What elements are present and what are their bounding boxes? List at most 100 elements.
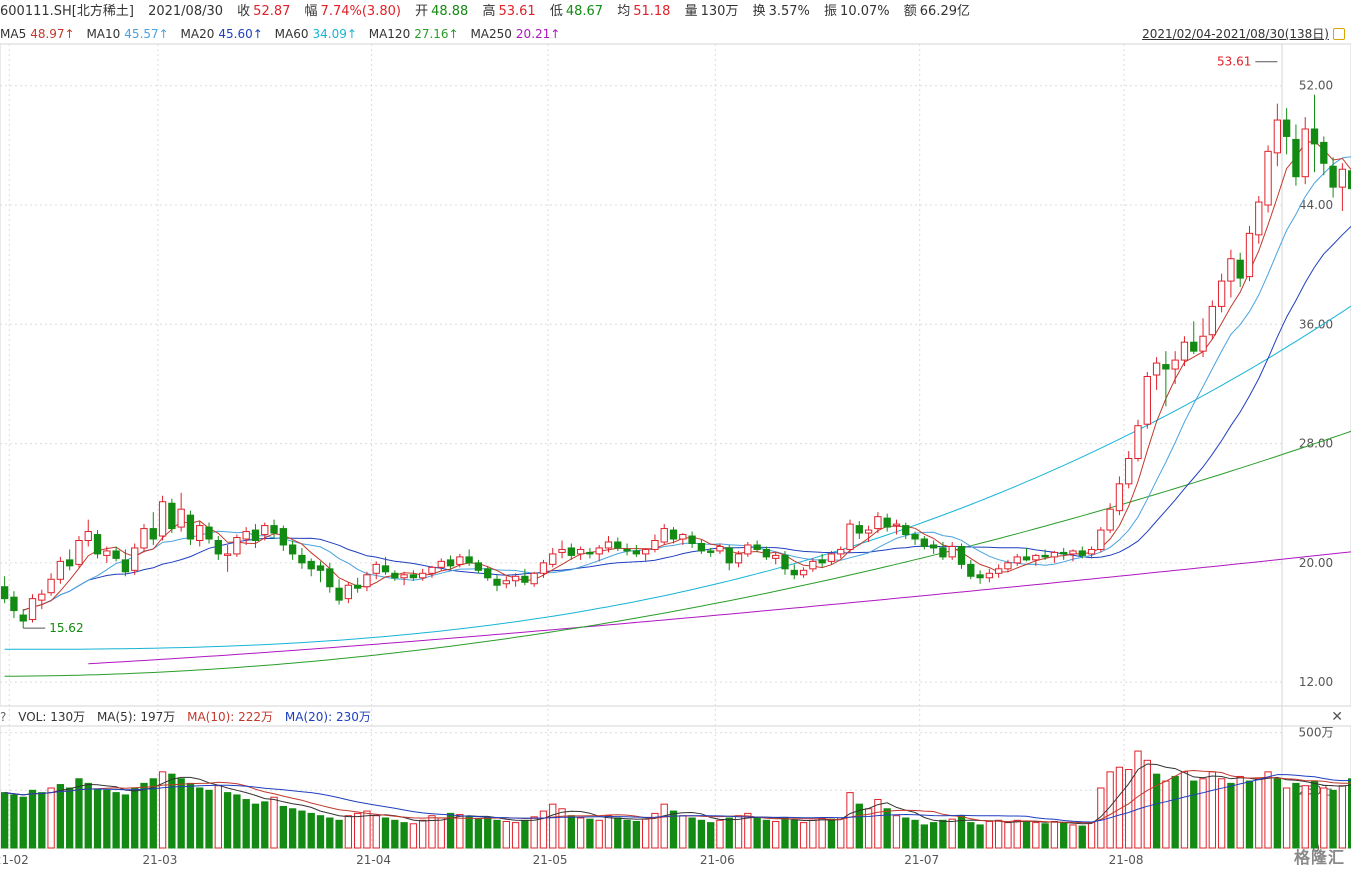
candle-body xyxy=(270,525,278,534)
volume-bar xyxy=(744,812,752,849)
help-icon[interactable]: ? xyxy=(0,710,7,724)
price-pane-frame xyxy=(0,43,1351,707)
candle-body xyxy=(1171,359,1179,370)
candle-body xyxy=(196,525,204,541)
candle-body xyxy=(1125,457,1133,485)
candle-body xyxy=(1060,551,1068,555)
volume-bar xyxy=(381,817,390,849)
close-price: 收 52.87 xyxy=(237,4,291,19)
candle-body xyxy=(902,525,910,536)
candle-body xyxy=(28,598,37,621)
volume-bar xyxy=(864,808,873,849)
lock-icon[interactable] xyxy=(1333,28,1345,40)
candle-body xyxy=(409,574,418,579)
ma60-line xyxy=(4,305,1351,650)
volume-bar xyxy=(651,812,659,849)
candle-body xyxy=(1152,362,1161,376)
candle-body xyxy=(1069,550,1077,555)
ma5-legend: MA5 48.97↑ xyxy=(0,27,75,41)
volume-bar xyxy=(261,801,269,849)
volume-bar xyxy=(604,815,613,849)
candle-body xyxy=(669,529,678,540)
volume-bar xyxy=(1115,766,1124,849)
candle-body xyxy=(855,525,863,534)
volume-bar xyxy=(233,794,241,849)
candle-body xyxy=(892,523,901,527)
volume-bar xyxy=(456,814,464,849)
volume-bar xyxy=(1227,782,1235,849)
volume-bar xyxy=(1022,820,1031,849)
candle-body xyxy=(725,547,733,564)
candle-body xyxy=(177,508,185,528)
close-icon[interactable]: ✕ xyxy=(1331,709,1343,725)
volume-bar xyxy=(326,817,334,849)
candle-body xyxy=(809,560,817,570)
x-tick-label: 21-02 xyxy=(0,853,29,867)
candle-body xyxy=(205,526,213,540)
volume-bar xyxy=(929,822,938,849)
volume-bar xyxy=(920,824,928,849)
volume-bar xyxy=(131,787,139,849)
candle-body xyxy=(1329,165,1337,188)
volume-bar xyxy=(707,822,715,849)
candle-body xyxy=(660,528,668,543)
candle-body xyxy=(1255,201,1263,236)
volume-bar xyxy=(1106,771,1114,849)
volume-bar xyxy=(1255,778,1263,849)
x-tick-label: 21-07 xyxy=(904,853,939,867)
date-range-selector[interactable]: 2021/02/04-2021/08/30(138日) xyxy=(1142,27,1329,41)
candle-body xyxy=(391,572,399,579)
candle-body xyxy=(614,541,622,549)
candle-body xyxy=(1236,259,1244,279)
candle-body xyxy=(261,525,269,536)
candle-body xyxy=(279,528,287,546)
volume-bar xyxy=(586,818,594,849)
candle-body xyxy=(911,534,919,540)
candle-body xyxy=(103,550,111,556)
volume-bar xyxy=(316,815,325,849)
candle-body xyxy=(1078,550,1086,556)
candle-body xyxy=(1245,232,1254,278)
candle-body xyxy=(381,565,390,573)
volume-bar xyxy=(288,808,297,849)
volume-bar xyxy=(214,785,222,849)
volume-bar xyxy=(363,810,371,849)
candle-body xyxy=(985,572,994,579)
volume-bar xyxy=(409,823,418,849)
candle-body xyxy=(846,523,854,550)
volume-legend: ? VOL: 130万 MA(5): 197万 MA(10): 222万 MA(… xyxy=(0,708,1351,726)
candle-body xyxy=(1106,508,1114,531)
turnover: 换 3.57% xyxy=(752,4,810,19)
candle-body xyxy=(1032,554,1040,561)
candle-body xyxy=(920,538,928,547)
candle-body xyxy=(419,572,427,579)
candle-body xyxy=(1190,341,1198,352)
ma10-legend: MA10 45.57↑ xyxy=(86,27,169,41)
volume-bar xyxy=(1310,780,1319,849)
candle-body xyxy=(772,554,780,559)
candle-body xyxy=(874,516,882,530)
volume-pane-frame xyxy=(0,725,1351,849)
volume-bar xyxy=(1180,771,1189,849)
ma120-legend: MA120 27.16↑ xyxy=(368,27,459,41)
candle-body xyxy=(521,575,529,583)
candle-body xyxy=(1264,150,1272,206)
volume-bar xyxy=(419,819,427,849)
candle-body xyxy=(93,534,102,555)
candle-body xyxy=(707,550,715,553)
volume-bar xyxy=(400,822,408,849)
volume-bar xyxy=(186,782,195,849)
volume-bar xyxy=(484,817,492,849)
volume-bar xyxy=(121,794,130,849)
volume-bar xyxy=(790,819,798,849)
volume-bar xyxy=(1338,785,1347,849)
candle-body xyxy=(456,556,464,565)
volume-bar xyxy=(725,817,733,849)
volume-bar xyxy=(437,817,445,849)
candle-body xyxy=(233,537,241,555)
volume-bar xyxy=(502,820,510,849)
volume-bar xyxy=(1199,778,1207,849)
candle-body xyxy=(354,584,362,589)
candle-body xyxy=(539,562,548,574)
